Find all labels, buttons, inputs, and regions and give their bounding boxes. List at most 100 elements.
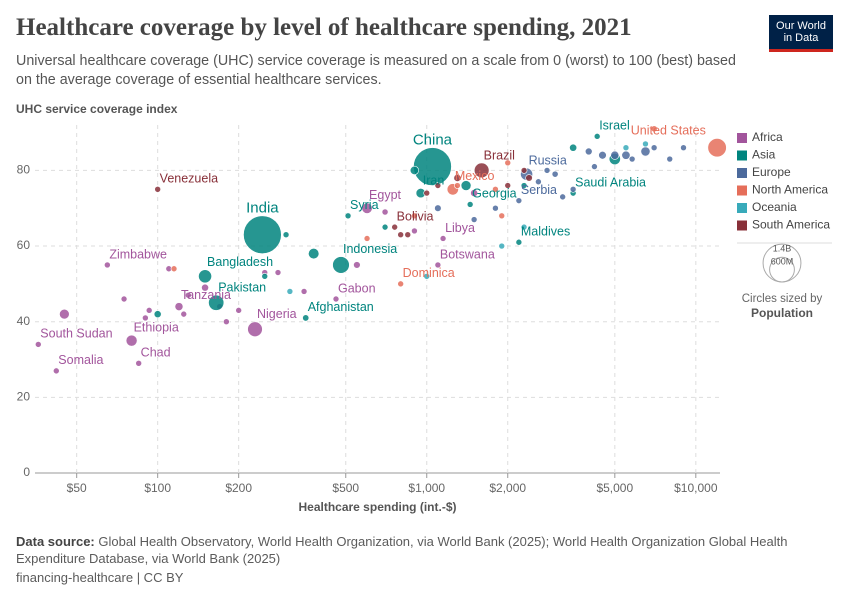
point-label: India — [246, 200, 279, 217]
point — [198, 269, 212, 284]
point-label: United States — [631, 124, 706, 138]
point-label: Iran — [423, 174, 445, 188]
point — [610, 150, 620, 160]
point — [353, 261, 361, 269]
point-label: Gabon — [338, 281, 376, 295]
point-label: Brazil — [484, 148, 515, 162]
point — [423, 273, 431, 280]
legend-swatch — [737, 133, 747, 143]
point — [381, 223, 389, 231]
point — [142, 314, 149, 322]
point — [650, 144, 658, 151]
point — [498, 242, 506, 250]
point — [153, 310, 162, 319]
point — [274, 269, 282, 276]
point — [504, 182, 512, 189]
point — [515, 197, 523, 204]
point — [332, 256, 350, 274]
point — [520, 167, 528, 174]
point — [332, 295, 340, 303]
point — [201, 283, 209, 292]
point — [261, 273, 269, 280]
point — [598, 151, 607, 160]
point — [591, 163, 598, 170]
point — [381, 208, 389, 216]
source: Data source: Global Health Observatory, … — [16, 533, 816, 567]
point — [145, 307, 153, 314]
point — [593, 133, 601, 140]
point — [434, 261, 442, 269]
x-tick-label: $200 — [225, 481, 252, 495]
point — [525, 174, 533, 182]
source-label: Data source: — [16, 534, 95, 549]
chart-title: Healthcare coverage by level of healthca… — [16, 14, 632, 41]
legend-label: Oceania — [752, 200, 797, 214]
size-legend-label: 1.4B — [773, 244, 792, 254]
point — [520, 182, 528, 189]
point — [453, 174, 462, 182]
x-tick-label: $50 — [67, 481, 87, 495]
x-tick-label: $500 — [332, 481, 359, 495]
point — [535, 178, 542, 186]
point — [666, 155, 674, 163]
point — [473, 162, 490, 179]
point — [492, 204, 499, 212]
point-label: Saudi Arabia — [575, 175, 646, 189]
point — [470, 216, 478, 223]
point — [492, 186, 499, 193]
point — [361, 202, 373, 214]
point — [569, 143, 578, 152]
x-tick-label: $10,000 — [674, 481, 718, 495]
point-label: Mexico — [455, 169, 495, 183]
point — [707, 138, 727, 158]
point — [185, 291, 192, 299]
point-label: Indonesia — [343, 242, 397, 256]
logo-line: in Data — [783, 32, 819, 44]
point — [543, 167, 551, 174]
point — [243, 215, 282, 254]
source-text: Global Health Observatory, World Health … — [16, 534, 788, 566]
x-tick-label: $2,000 — [489, 481, 526, 495]
legend-label: North America — [752, 183, 828, 197]
legend-swatch — [737, 220, 747, 231]
point — [409, 165, 419, 175]
point — [391, 223, 398, 231]
point — [154, 186, 161, 193]
point — [498, 212, 506, 220]
point — [640, 146, 651, 157]
legend-label: Asia — [752, 148, 776, 162]
point — [515, 238, 523, 246]
point — [59, 308, 70, 320]
point-label: Russia — [529, 153, 567, 167]
y-tick-label: 80 — [17, 163, 31, 177]
legend-label: Africa — [752, 130, 783, 144]
size-legend-variable: Population — [751, 306, 813, 320]
logo[interactable]: Our World in Data — [769, 15, 833, 52]
point — [559, 193, 566, 201]
point-label: Somalia — [58, 353, 103, 367]
point — [125, 334, 138, 347]
point — [504, 159, 512, 167]
point — [235, 307, 242, 314]
point — [551, 170, 559, 178]
point — [423, 189, 431, 197]
point-label: Ethiopia — [134, 320, 179, 334]
legend-swatch — [737, 203, 747, 213]
point — [174, 302, 184, 311]
size-legend-circle — [769, 256, 795, 283]
point-label: Bangladesh — [207, 255, 273, 269]
point — [404, 231, 412, 238]
point-label: Pakistan — [218, 280, 266, 294]
x-tick-label: $5,000 — [596, 481, 633, 495]
point-label: South Sudan — [40, 327, 112, 341]
point — [53, 367, 60, 375]
chart-subtitle: Universal healthcare coverage (UHC) serv… — [16, 53, 736, 88]
point — [223, 318, 230, 325]
point — [302, 314, 310, 322]
point — [454, 182, 461, 189]
point — [247, 321, 263, 337]
point — [397, 231, 404, 238]
point-label: Chad — [141, 346, 171, 360]
logo-line: Our World — [776, 20, 826, 32]
